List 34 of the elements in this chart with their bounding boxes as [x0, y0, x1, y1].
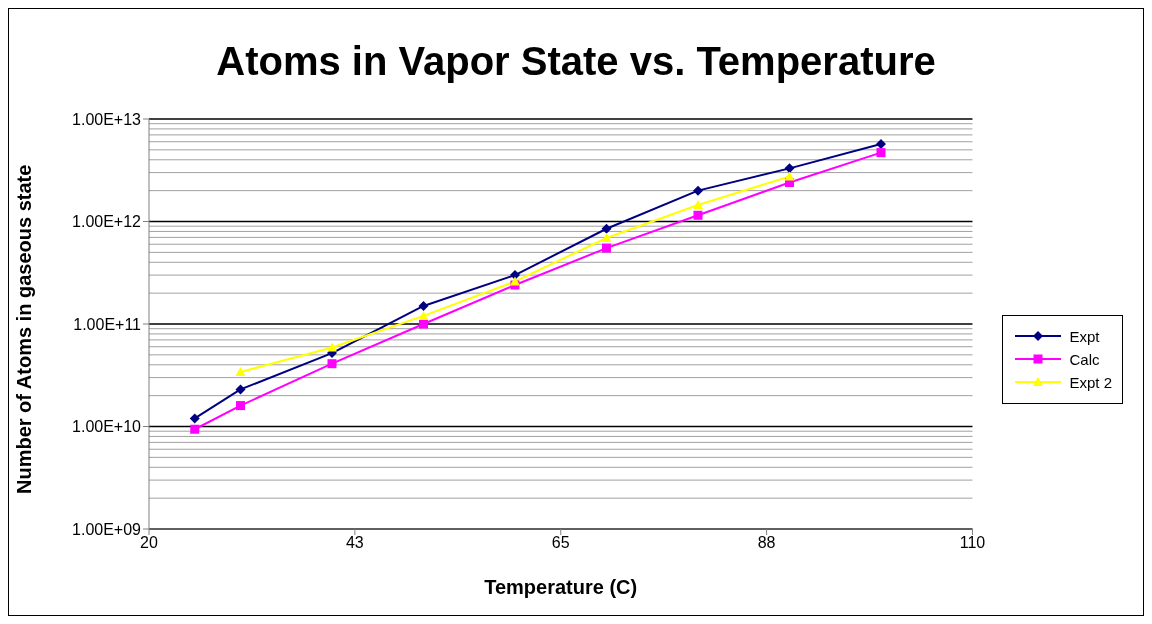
point	[418, 300, 429, 311]
y-tick-label: 1.00E+10	[72, 418, 142, 436]
x-tick-label: 43	[345, 534, 364, 552]
y-tick-label: 1.00E+09	[72, 520, 142, 538]
point	[601, 233, 612, 243]
x-axis-title: Temperature (C)	[484, 576, 638, 598]
point	[692, 185, 703, 196]
point	[235, 367, 246, 377]
point	[327, 359, 337, 369]
x-tick-label: 110	[959, 534, 986, 552]
point	[876, 148, 886, 158]
y-axis-title: Number of Atoms in gaseous state	[13, 164, 36, 494]
point	[692, 199, 703, 209]
x-tick-label: 88	[757, 534, 776, 552]
legend-label: Calc	[1069, 350, 1100, 368]
chart-title: Atoms in Vapor State vs. Temperature	[215, 39, 937, 85]
point	[601, 243, 611, 253]
point	[601, 223, 612, 234]
y-tick-label: 1.00E+12	[72, 213, 142, 231]
legend-label: Expt	[1069, 327, 1100, 345]
point	[235, 384, 246, 395]
point	[418, 319, 428, 329]
point	[784, 163, 795, 174]
x-tick-label: 20	[140, 534, 158, 552]
point	[190, 424, 200, 434]
point	[875, 139, 886, 150]
legend-label: Expt 2	[1069, 373, 1112, 391]
y-tick-label: 1.00E+13	[72, 110, 142, 128]
x-tick-label: 65	[551, 534, 570, 552]
point	[236, 401, 245, 411]
point	[189, 413, 200, 424]
y-tick-label: 1.00E+11	[73, 315, 142, 333]
point	[693, 210, 703, 220]
point	[418, 310, 429, 320]
